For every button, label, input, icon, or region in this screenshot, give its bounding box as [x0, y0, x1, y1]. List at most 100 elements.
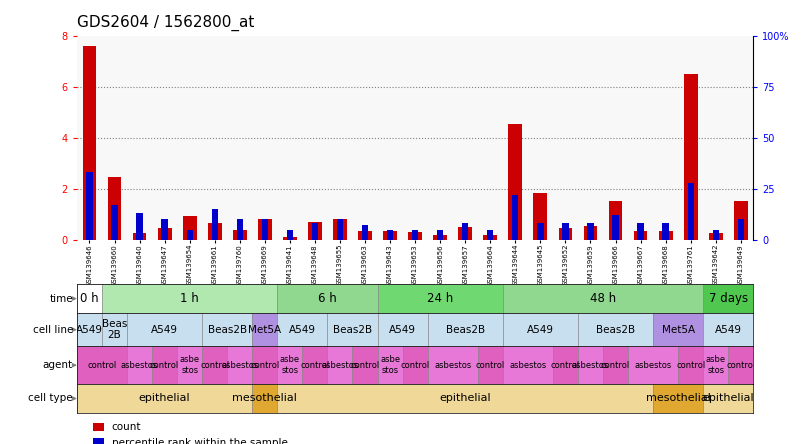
Bar — [478, 346, 503, 384]
Text: cell line: cell line — [32, 325, 73, 335]
Bar — [487, 230, 493, 240]
Bar — [512, 195, 518, 240]
Bar — [337, 219, 343, 240]
Text: control: control — [676, 361, 706, 370]
Bar — [277, 346, 302, 384]
Bar — [428, 346, 478, 384]
Bar — [688, 182, 694, 240]
Bar — [503, 313, 578, 346]
Text: epithelial: epithelial — [439, 393, 491, 404]
Text: mesothelial: mesothelial — [232, 393, 297, 404]
Text: GDS2604 / 1562800_at: GDS2604 / 1562800_at — [77, 15, 254, 31]
Bar — [283, 237, 296, 240]
Bar — [484, 235, 497, 240]
Bar — [287, 230, 293, 240]
Bar — [211, 209, 218, 240]
Bar — [503, 346, 553, 384]
Text: control: control — [250, 361, 279, 370]
Bar — [663, 223, 669, 240]
Bar — [77, 313, 102, 346]
Text: Beas
2B: Beas 2B — [102, 319, 127, 341]
Bar — [277, 384, 653, 413]
Bar — [678, 346, 703, 384]
Bar — [734, 202, 748, 240]
Bar — [578, 346, 603, 384]
Bar — [462, 223, 468, 240]
Bar — [237, 219, 243, 240]
Text: 0 h: 0 h — [80, 292, 99, 305]
Bar — [703, 313, 753, 346]
Bar — [127, 313, 202, 346]
Bar — [653, 384, 703, 413]
Text: asbe
stos: asbe stos — [180, 356, 200, 375]
Bar — [202, 346, 228, 384]
Text: control: control — [200, 361, 229, 370]
Bar — [503, 284, 703, 313]
Bar — [258, 219, 271, 240]
Text: control: control — [400, 361, 430, 370]
Bar — [102, 313, 127, 346]
Bar — [83, 46, 96, 240]
Bar — [458, 227, 472, 240]
Text: agent: agent — [43, 360, 73, 370]
Text: mesothelial: mesothelial — [646, 393, 710, 404]
Text: control: control — [351, 361, 380, 370]
Text: asbestos: asbestos — [572, 361, 609, 370]
Bar — [383, 231, 397, 240]
Text: epithelial: epithelial — [702, 393, 754, 404]
Bar — [252, 384, 277, 413]
Text: control: control — [551, 361, 580, 370]
Bar — [628, 346, 678, 384]
Bar — [186, 230, 193, 240]
Text: Beas2B: Beas2B — [596, 325, 635, 335]
Text: 6 h: 6 h — [318, 292, 337, 305]
Bar — [433, 235, 447, 240]
Bar — [562, 223, 569, 240]
Text: control: control — [87, 361, 117, 370]
Bar — [553, 346, 578, 384]
Bar — [703, 346, 728, 384]
Text: asbe
stos: asbe stos — [706, 356, 726, 375]
Text: A549: A549 — [289, 325, 316, 335]
Bar — [728, 346, 753, 384]
Bar — [633, 231, 647, 240]
Bar — [612, 215, 619, 240]
Bar — [703, 384, 753, 413]
Bar — [637, 223, 644, 240]
Bar — [387, 230, 393, 240]
Bar — [177, 346, 202, 384]
Bar — [77, 284, 102, 313]
Text: Beas2B: Beas2B — [333, 325, 372, 335]
Bar — [509, 123, 522, 240]
Text: control: control — [301, 361, 330, 370]
Bar — [252, 313, 277, 346]
Bar — [312, 223, 318, 240]
Text: Met5A: Met5A — [662, 325, 695, 335]
Bar — [136, 213, 143, 240]
Bar — [228, 346, 252, 384]
Text: asbestos: asbestos — [434, 361, 471, 370]
Text: control: control — [726, 361, 756, 370]
Bar — [183, 215, 197, 240]
Bar — [408, 232, 422, 240]
Bar — [583, 226, 597, 240]
Bar — [202, 313, 252, 346]
Bar — [233, 230, 247, 240]
Bar — [352, 346, 377, 384]
Text: 7 days: 7 days — [709, 292, 748, 305]
Text: asbestos: asbestos — [634, 361, 671, 370]
Bar — [252, 346, 277, 384]
Bar — [262, 219, 268, 240]
Bar — [377, 346, 403, 384]
Bar — [127, 346, 152, 384]
Bar — [709, 234, 723, 240]
Bar — [653, 313, 703, 346]
Bar — [537, 223, 544, 240]
Text: asbe
stos: asbe stos — [380, 356, 400, 375]
Text: A549: A549 — [526, 325, 554, 335]
Text: asbestos: asbestos — [509, 361, 547, 370]
Text: 1 h: 1 h — [181, 292, 199, 305]
Bar — [412, 230, 418, 240]
Text: 48 h: 48 h — [590, 292, 616, 305]
Legend: count, percentile rank within the sample: count, percentile rank within the sample — [89, 418, 292, 444]
